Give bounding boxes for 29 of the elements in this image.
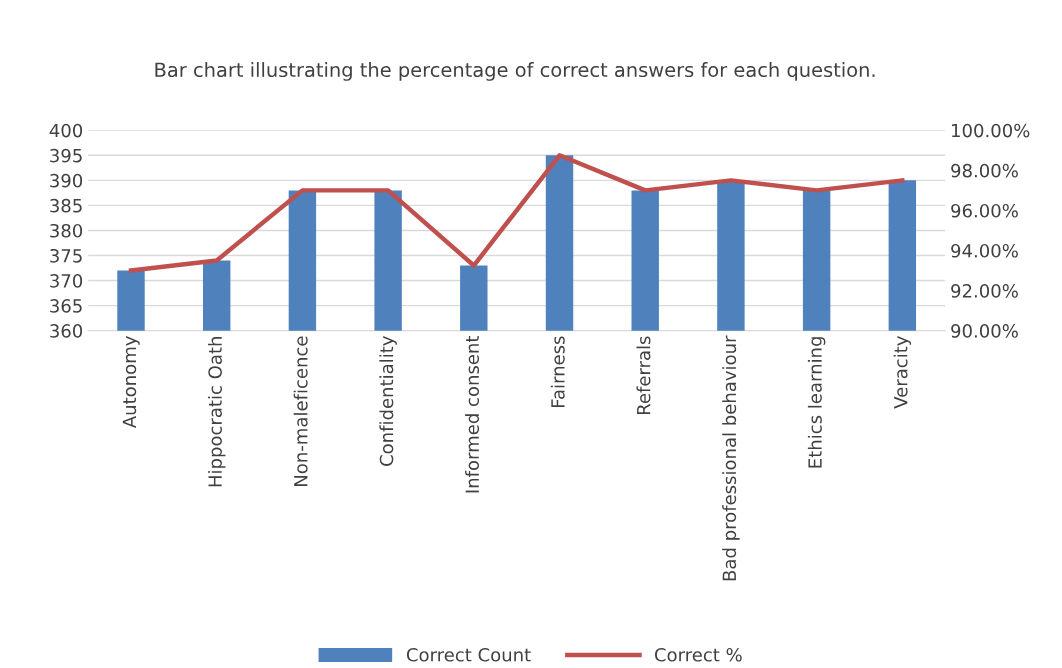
y2-tick-label: 94.00% [951, 243, 1018, 258]
y-tick-label: 370 [50, 274, 83, 288]
y-tick-label: 380 [50, 223, 83, 238]
x-tick-label: Ethics learning [807, 337, 826, 468]
x-tick-label: Informed consent [465, 335, 480, 493]
y2-tick-label: 96.00% [951, 203, 1018, 218]
x-tick-label: Confidentiality [379, 336, 397, 466]
x-tick-label: Bad professional behaviour [722, 335, 740, 581]
y-tick-label: 375 [50, 248, 82, 263]
x-tick-label: Veracity [893, 336, 912, 409]
chart-title: Bar chart illustrating the percentage of correct answers for each question. [155, 62, 875, 81]
x-tick-label: Referrals [636, 336, 651, 415]
legend-label: Correct % [654, 647, 742, 662]
y2-tick-label: 92.00% [951, 284, 1018, 298]
x-tick-label: Hippocratic Oath [207, 337, 226, 487]
y-tick-label: 400 [49, 123, 83, 138]
y-tick-label: 390 [50, 173, 83, 188]
legend-label: Correct Count [406, 647, 531, 662]
y2-tick-label: 90.00% [951, 324, 1018, 338]
y-tick-label: 360 [50, 324, 83, 338]
y-tick-label: 365 [50, 299, 82, 313]
line-series [128, 153, 905, 273]
y2-tick-label: 98.00% [951, 163, 1018, 178]
y2-tick-label: 100.00% [952, 123, 1030, 138]
x-tick-label: Autonomy [122, 336, 140, 429]
y-tick-label: 385 [50, 198, 82, 213]
x-tick-label: Fairness [550, 336, 565, 408]
x-tick-label: Non-maleficence [293, 336, 308, 486]
y-tick-label: 395 [50, 148, 82, 163]
